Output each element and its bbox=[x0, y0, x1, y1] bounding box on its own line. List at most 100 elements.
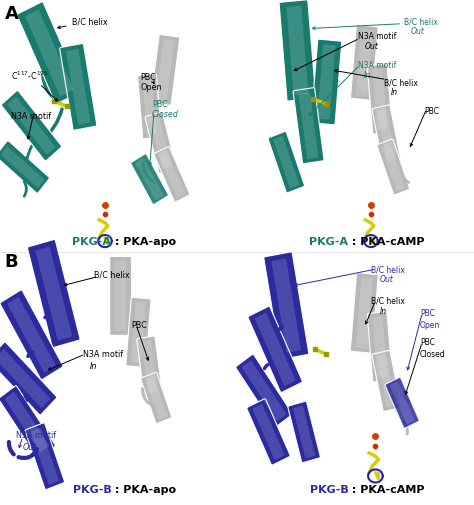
FancyBboxPatch shape bbox=[150, 117, 172, 170]
Text: : PKA-apo: : PKA-apo bbox=[111, 484, 176, 494]
FancyBboxPatch shape bbox=[390, 382, 414, 424]
FancyBboxPatch shape bbox=[25, 11, 73, 97]
FancyBboxPatch shape bbox=[377, 355, 396, 408]
FancyBboxPatch shape bbox=[145, 113, 176, 174]
FancyBboxPatch shape bbox=[372, 351, 401, 412]
FancyBboxPatch shape bbox=[372, 69, 387, 131]
Text: B/C helix: B/C helix bbox=[384, 78, 418, 87]
Text: B/C helix: B/C helix bbox=[404, 17, 438, 26]
Text: PBC: PBC bbox=[141, 73, 156, 82]
FancyBboxPatch shape bbox=[126, 297, 151, 368]
FancyBboxPatch shape bbox=[350, 26, 378, 101]
FancyBboxPatch shape bbox=[0, 141, 49, 194]
Text: PBC: PBC bbox=[152, 100, 167, 109]
Text: Closed: Closed bbox=[152, 110, 179, 119]
FancyBboxPatch shape bbox=[66, 50, 91, 125]
Text: Open: Open bbox=[141, 83, 162, 92]
FancyBboxPatch shape bbox=[264, 252, 309, 360]
FancyBboxPatch shape bbox=[8, 297, 55, 373]
FancyBboxPatch shape bbox=[109, 257, 131, 336]
FancyBboxPatch shape bbox=[151, 35, 180, 106]
FancyBboxPatch shape bbox=[0, 386, 55, 459]
Text: PBC: PBC bbox=[132, 321, 147, 330]
FancyBboxPatch shape bbox=[377, 110, 396, 163]
Text: C$^{117}$-C$^{195}$: C$^{117}$-C$^{195}$ bbox=[11, 69, 58, 102]
Text: : PKA-cAMP: : PKA-cAMP bbox=[348, 236, 425, 246]
FancyBboxPatch shape bbox=[372, 106, 401, 167]
FancyBboxPatch shape bbox=[299, 93, 319, 160]
FancyBboxPatch shape bbox=[1, 91, 62, 162]
FancyBboxPatch shape bbox=[136, 159, 164, 200]
FancyBboxPatch shape bbox=[25, 423, 64, 490]
Text: N3A motif: N3A motif bbox=[82, 349, 123, 359]
FancyBboxPatch shape bbox=[115, 261, 126, 331]
FancyBboxPatch shape bbox=[159, 152, 185, 198]
FancyBboxPatch shape bbox=[0, 290, 63, 380]
FancyBboxPatch shape bbox=[311, 40, 342, 126]
FancyBboxPatch shape bbox=[141, 373, 172, 424]
FancyBboxPatch shape bbox=[279, 1, 316, 102]
Text: B/C helix: B/C helix bbox=[94, 270, 129, 279]
FancyBboxPatch shape bbox=[131, 155, 168, 205]
FancyBboxPatch shape bbox=[350, 273, 378, 354]
Text: PKG-A: PKG-A bbox=[73, 236, 111, 246]
FancyBboxPatch shape bbox=[131, 302, 146, 364]
FancyBboxPatch shape bbox=[242, 361, 286, 421]
FancyBboxPatch shape bbox=[142, 78, 157, 136]
FancyBboxPatch shape bbox=[356, 278, 373, 349]
FancyBboxPatch shape bbox=[146, 377, 167, 420]
Text: PKG-B: PKG-B bbox=[310, 484, 348, 494]
Text: Open: Open bbox=[420, 321, 440, 330]
Text: In: In bbox=[90, 362, 97, 371]
FancyBboxPatch shape bbox=[137, 75, 162, 139]
FancyBboxPatch shape bbox=[317, 45, 336, 121]
Text: Out: Out bbox=[380, 275, 394, 283]
FancyBboxPatch shape bbox=[31, 428, 59, 485]
FancyBboxPatch shape bbox=[273, 137, 299, 189]
FancyBboxPatch shape bbox=[385, 378, 419, 428]
Text: N3A motif: N3A motif bbox=[357, 61, 396, 70]
FancyBboxPatch shape bbox=[60, 44, 97, 131]
Text: PBC: PBC bbox=[424, 107, 439, 116]
Text: In: In bbox=[391, 88, 398, 96]
Text: N3A motif: N3A motif bbox=[16, 430, 56, 439]
FancyBboxPatch shape bbox=[253, 405, 284, 460]
FancyBboxPatch shape bbox=[154, 147, 190, 203]
Text: A: A bbox=[5, 5, 18, 23]
FancyBboxPatch shape bbox=[0, 349, 50, 408]
Text: B/C helix: B/C helix bbox=[371, 296, 405, 306]
Text: B/C helix: B/C helix bbox=[57, 18, 107, 29]
Text: : PKA-cAMP: : PKA-cAMP bbox=[348, 484, 425, 494]
Text: In: In bbox=[380, 306, 387, 315]
FancyBboxPatch shape bbox=[367, 65, 392, 135]
FancyBboxPatch shape bbox=[17, 3, 82, 105]
FancyBboxPatch shape bbox=[382, 144, 405, 191]
Text: PKG-A: PKG-A bbox=[310, 236, 348, 246]
FancyBboxPatch shape bbox=[288, 401, 320, 463]
Text: Closed: Closed bbox=[420, 349, 446, 359]
FancyBboxPatch shape bbox=[247, 399, 290, 465]
FancyBboxPatch shape bbox=[36, 247, 72, 341]
FancyBboxPatch shape bbox=[137, 336, 163, 397]
FancyBboxPatch shape bbox=[272, 259, 301, 353]
Text: N3A motif: N3A motif bbox=[357, 32, 396, 41]
Text: PKG-B: PKG-B bbox=[73, 484, 111, 494]
Text: Out: Out bbox=[23, 442, 37, 451]
FancyBboxPatch shape bbox=[236, 355, 292, 427]
FancyBboxPatch shape bbox=[156, 40, 174, 102]
FancyBboxPatch shape bbox=[293, 406, 315, 459]
Text: N3A motif: N3A motif bbox=[11, 112, 52, 121]
FancyBboxPatch shape bbox=[293, 88, 324, 165]
Text: : PKA-apo: : PKA-apo bbox=[111, 236, 176, 246]
FancyBboxPatch shape bbox=[356, 30, 373, 96]
Text: PBC: PBC bbox=[420, 337, 435, 346]
FancyBboxPatch shape bbox=[255, 313, 295, 386]
FancyBboxPatch shape bbox=[8, 98, 55, 155]
FancyBboxPatch shape bbox=[372, 317, 387, 378]
Text: Out: Out bbox=[411, 27, 425, 36]
FancyBboxPatch shape bbox=[141, 340, 158, 393]
Text: In: In bbox=[364, 71, 372, 80]
Text: B: B bbox=[5, 252, 18, 271]
Text: Out: Out bbox=[364, 41, 378, 51]
FancyBboxPatch shape bbox=[0, 342, 57, 415]
